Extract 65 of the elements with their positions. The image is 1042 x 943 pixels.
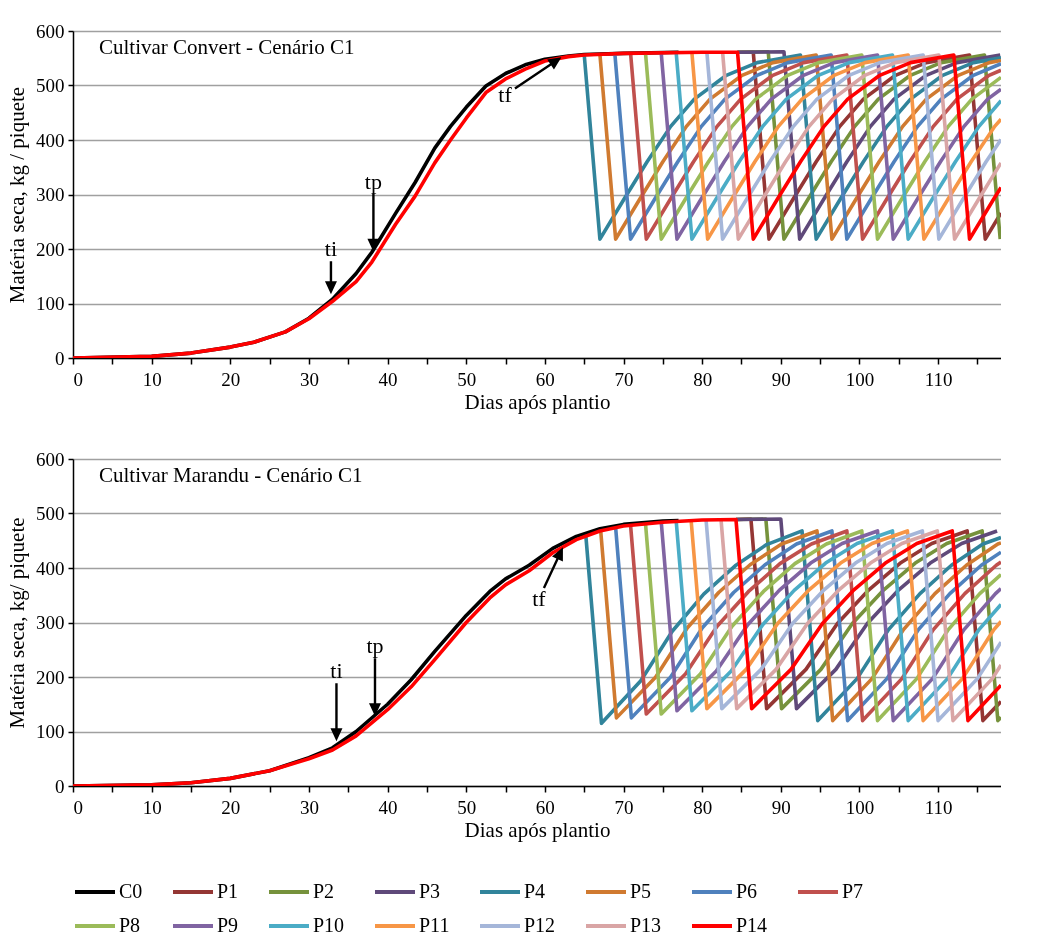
- y-axis-title: Matéria seca, kg/ piquete: [5, 517, 29, 729]
- x-tick-label: 110: [924, 368, 953, 390]
- y-tick-label: 500: [36, 503, 65, 524]
- x-tick-label: 30: [299, 368, 319, 390]
- annotation: tp: [364, 168, 382, 194]
- x-tick-label: 50: [457, 796, 477, 818]
- legend-label: P8: [119, 914, 141, 936]
- x-tick-label: 70: [614, 368, 634, 390]
- x-tick-label: 30: [299, 796, 319, 818]
- y-tick-label: 200: [36, 666, 65, 688]
- x-tick-label: 70: [614, 796, 634, 818]
- x-tick-label: 60: [535, 796, 555, 818]
- legend-label: P4: [524, 880, 546, 902]
- y-tick-label: 600: [36, 20, 65, 42]
- x-tick-label: 100: [845, 368, 875, 390]
- x-tick-label: 50: [457, 368, 477, 390]
- chart-title: Cultivar Marandu - Cenário C1: [99, 463, 363, 487]
- legend-label: P14: [736, 914, 768, 936]
- x-tick-label: 0: [73, 368, 83, 390]
- legend-label: P6: [736, 880, 758, 902]
- legend-label: C0: [119, 880, 143, 902]
- x-tick-label: 60: [535, 368, 555, 390]
- annotation: tf: [498, 82, 513, 108]
- x-axis-title: Dias após plantio: [464, 389, 611, 414]
- x-tick-label: 10: [142, 368, 162, 390]
- y-tick-label: 0: [55, 775, 65, 797]
- legend-label: P12: [524, 914, 556, 936]
- legend-label: P5: [630, 880, 652, 902]
- x-tick-label: 90: [771, 796, 791, 818]
- y-tick-label: 500: [36, 75, 65, 96]
- legend-label: P7: [842, 880, 864, 902]
- x-tick-label: 110: [924, 796, 953, 818]
- legend-label: P2: [313, 880, 335, 902]
- y-tick-label: 100: [36, 721, 65, 742]
- x-tick-label: 100: [845, 796, 875, 818]
- y-tick-label: 200: [36, 238, 65, 260]
- y-tick-label: 100: [36, 293, 65, 314]
- x-tick-label: 90: [771, 368, 791, 390]
- y-tick-label: 0: [55, 347, 65, 369]
- x-tick-label: 40: [378, 796, 398, 818]
- legend-label: P3: [419, 880, 441, 902]
- y-tick-label: 400: [36, 129, 65, 151]
- legend-label: P13: [630, 914, 662, 936]
- y-tick-label: 400: [36, 557, 65, 579]
- legend-label: P10: [313, 914, 345, 936]
- y-tick-label: 300: [36, 184, 65, 205]
- x-tick-label: 20: [221, 796, 241, 818]
- annotation: tf: [532, 585, 547, 611]
- x-tick-label: 10: [142, 796, 162, 818]
- legend-label: P9: [217, 914, 239, 936]
- y-tick-label: 600: [36, 448, 65, 470]
- annotation: tp: [366, 633, 384, 659]
- x-tick-label: 80: [693, 368, 713, 390]
- chart-title: Cultivar Convert - Cenário C1: [99, 35, 355, 59]
- annotation: ti: [330, 658, 343, 684]
- x-tick-label: 80: [693, 796, 713, 818]
- x-tick-label: 20: [221, 368, 241, 390]
- x-axis-title: Dias após plantio: [464, 817, 611, 842]
- annotation: ti: [324, 236, 338, 262]
- x-tick-label: 0: [73, 796, 83, 818]
- legend-label: P1: [217, 880, 239, 902]
- x-tick-label: 40: [378, 368, 398, 390]
- y-tick-label: 300: [36, 612, 65, 633]
- legend-label: P11: [419, 914, 450, 936]
- y-axis-title: Matéria seca, kg / piquete: [5, 86, 29, 304]
